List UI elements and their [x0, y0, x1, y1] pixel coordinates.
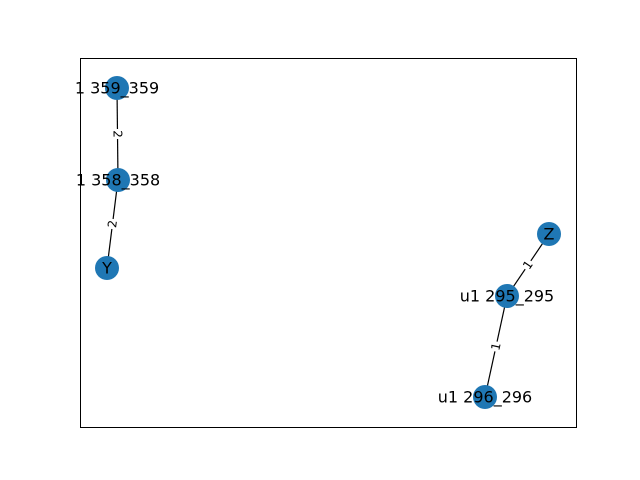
node-label-nY: Y [101, 259, 112, 278]
edge-weight-label: 2 [110, 130, 124, 138]
nodes-layer [95, 76, 561, 409]
edge-label-bg [110, 128, 125, 140]
edge-weight-label: 2 [105, 219, 120, 228]
node-label-n358: 1 358_358 [76, 171, 160, 191]
node-n358[interactable] [106, 168, 130, 192]
node-label-n296: u1 296_296 [438, 388, 532, 408]
node-label-n359: 1 359_359 [75, 79, 159, 99]
node-nZ[interactable] [537, 222, 561, 246]
labels-layer: 1 359_359 1 358_358 Y Zu1 295_295 u1 296_296 [75, 79, 555, 408]
edge-label-bg [488, 340, 504, 353]
edge-weight-label: 1 [488, 341, 503, 351]
node-nY[interactable] [95, 256, 119, 280]
node-label-n295: u1 295_295 [460, 287, 554, 307]
edge-label-bg [519, 256, 537, 274]
node-label-nZ: Z [544, 225, 555, 244]
node-n295[interactable] [495, 284, 519, 308]
edge-label-bg [104, 218, 121, 230]
node-n359[interactable] [105, 76, 129, 100]
node-n296[interactable] [473, 385, 497, 409]
plot-frame [80, 58, 577, 428]
